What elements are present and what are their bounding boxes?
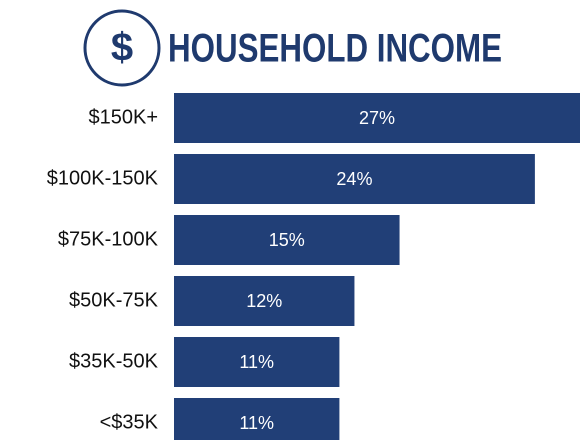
bar	[174, 276, 355, 326]
category-label: $100K-150K	[47, 167, 159, 189]
category-label: $50K-75K	[69, 289, 159, 311]
value-label: 11%	[239, 413, 274, 433]
value-label: 12%	[246, 291, 282, 311]
title-icon: $	[111, 26, 133, 70]
bar	[174, 398, 340, 440]
bar	[174, 337, 340, 387]
bar	[174, 215, 400, 265]
chart-title: HOUSEHOLD INCOME	[168, 27, 502, 71]
bar	[174, 154, 535, 204]
category-label: $35K-50K	[69, 350, 159, 372]
value-label: 11%	[239, 352, 274, 372]
bar	[174, 93, 580, 143]
value-label: 15%	[269, 230, 305, 250]
value-label: 24%	[336, 169, 372, 189]
category-label: $150K+	[88, 106, 158, 128]
title-icon-circle	[83, 9, 161, 87]
category-label: $75K-100K	[58, 228, 159, 250]
value-label: 27%	[359, 108, 395, 128]
category-label: <$35K	[100, 411, 159, 433]
